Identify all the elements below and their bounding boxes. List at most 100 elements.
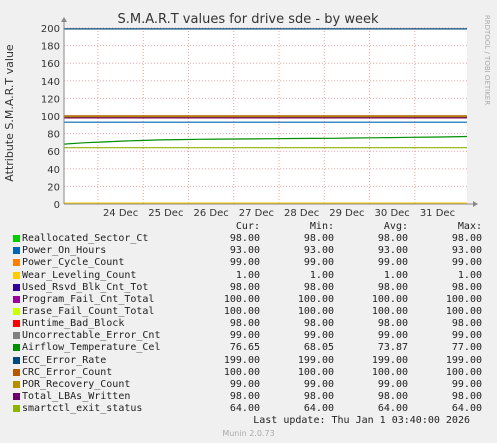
legend-header: Cur: Min: Avg: Max: bbox=[8, 221, 488, 233]
legend-series-name: Program_Fail_Cnt_Total bbox=[22, 293, 155, 305]
header-max: Max: bbox=[457, 221, 482, 232]
y-tick-label: 20 bbox=[47, 182, 60, 193]
legend-series-name: Wear_Leveling_Count bbox=[22, 269, 137, 281]
legend-max-value: 98.00 bbox=[451, 281, 482, 293]
legend-avg-value: 98.00 bbox=[377, 233, 408, 245]
legend-avg-value: 64.00 bbox=[377, 403, 408, 415]
x-tick-label: 27 Dec bbox=[239, 208, 274, 219]
y-tick-label: 160 bbox=[41, 59, 60, 70]
legend-max-value: 93.00 bbox=[451, 245, 482, 257]
legend-avg-value: 1.00 bbox=[383, 269, 408, 281]
legend-avg-value: 100.00 bbox=[371, 305, 408, 317]
legend-swatch bbox=[13, 295, 20, 303]
legend-row: Erase_Fail_Count_Total 100.00 100.00 100.00… bbox=[8, 306, 488, 318]
y-tick-label: 140 bbox=[41, 77, 60, 88]
legend-avg-value: 199.00 bbox=[371, 354, 408, 366]
legend-min-value: 98.00 bbox=[303, 390, 334, 402]
legend-cur-value: 76.65 bbox=[229, 342, 260, 354]
legend-cur-value: 99.00 bbox=[229, 257, 260, 269]
legend-min-value: 99.00 bbox=[303, 330, 334, 342]
legend-row: CRC_Error_Count 100.00 100.00 100.00 100.00 bbox=[8, 367, 488, 379]
legend-avg-value: 73.87 bbox=[377, 342, 408, 354]
legend-min-value: 99.00 bbox=[303, 378, 334, 390]
legend-min-value: 1.00 bbox=[309, 269, 334, 281]
legend-cur-value: 98.00 bbox=[229, 318, 260, 330]
y-axis-label: Attribute S.M.A.R.T value bbox=[3, 44, 16, 182]
tick-labels: 0 20 40 60 80 100 120 140 160 180 200 24 Dec 25 Dec 2… bbox=[41, 24, 455, 219]
legend-cur-value: 100.00 bbox=[223, 305, 260, 317]
legend-avg-value: 99.00 bbox=[377, 257, 408, 269]
x-tick-label: 26 Dec bbox=[193, 208, 228, 219]
legend-row: smartctl_exit_status 64.00 64.00 64.00 64.00 bbox=[8, 403, 488, 415]
legend-series-name: Erase_Fail_Count_Total bbox=[22, 305, 155, 317]
axes bbox=[61, 17, 478, 207]
munin-version: Munin 2.0.73 bbox=[222, 429, 275, 438]
legend-cur-value: 199.00 bbox=[223, 354, 260, 366]
legend-swatch bbox=[13, 368, 20, 376]
x-tick-label: 25 Dec bbox=[148, 208, 183, 219]
y-tick-label: 40 bbox=[47, 165, 60, 176]
legend-cur-value: 64.00 bbox=[229, 403, 260, 415]
series-line bbox=[63, 135, 468, 145]
y-tick-label: 200 bbox=[41, 24, 60, 35]
legend-max-value: 98.00 bbox=[451, 390, 482, 402]
legend-cur-value: 100.00 bbox=[223, 366, 260, 378]
legend-avg-value: 100.00 bbox=[371, 366, 408, 378]
series-lines bbox=[63, 28, 468, 204]
legend-row: Airflow_Temperature_Cel 76.65 68.05 73.87 77… bbox=[8, 342, 488, 354]
legend-row: POR_Recovery_Count 99.00 99.00 99.00 99.00 bbox=[8, 379, 488, 391]
legend-swatch bbox=[13, 344, 20, 352]
legend-series-name: Used_Rsvd_Blk_Cnt_Tot bbox=[22, 281, 149, 293]
legend-max-value: 99.00 bbox=[451, 378, 482, 390]
legend-swatch bbox=[13, 283, 20, 291]
legend-series-name: CRC_Error_Count bbox=[22, 366, 113, 378]
legend-max-value: 77.00 bbox=[451, 342, 482, 354]
legend-swatch bbox=[13, 271, 20, 279]
legend-max-value: 199.00 bbox=[445, 354, 482, 366]
legend-swatch bbox=[13, 247, 20, 255]
legend-row: ECC_Error_Rate 199.00 199.00 199.00 199.00 bbox=[8, 355, 488, 367]
legend-swatch bbox=[13, 307, 20, 315]
legend-series-name: POR_Recovery_Count bbox=[22, 378, 131, 390]
y-tick-label: 100 bbox=[41, 112, 60, 123]
legend-min-value: 98.00 bbox=[303, 318, 334, 330]
y-tick-label: 80 bbox=[47, 130, 60, 141]
legend-row: Total_LBAs_Written 98.00 98.00 98.00 98.00 bbox=[8, 391, 488, 403]
y-tick-label: 0 bbox=[54, 200, 60, 211]
legend-series-name: smartctl_exit_status bbox=[22, 403, 143, 415]
legend-max-value: 98.00 bbox=[451, 318, 482, 330]
header-cur: Cur: bbox=[235, 221, 260, 232]
legend-row: Power_On_Hours 93.00 93.00 93.00 93.00 bbox=[8, 245, 488, 257]
legend-series-name: Uncorrectable_Error_Cnt bbox=[22, 330, 161, 342]
legend-min-value: 100.00 bbox=[297, 366, 334, 378]
legend-max-value: 100.00 bbox=[445, 305, 482, 317]
legend-max-value: 100.00 bbox=[445, 293, 482, 305]
legend-row: Reallocated_Sector_Ct 98.00 98.00 98.00 98.0… bbox=[8, 233, 488, 245]
legend-series-name: Power_On_Hours bbox=[22, 245, 107, 257]
legend-avg-value: 100.00 bbox=[371, 293, 408, 305]
legend-min-value: 199.00 bbox=[297, 354, 334, 366]
legend-avg-value: 99.00 bbox=[377, 378, 408, 390]
legend-row: Uncorrectable_Error_Cnt 99.00 99.00 99.00 99… bbox=[8, 330, 488, 342]
legend-swatch bbox=[13, 259, 20, 267]
x-tick-label: 28 Dec bbox=[284, 208, 319, 219]
legend-swatch bbox=[13, 235, 20, 243]
legend-cur-value: 1.00 bbox=[235, 269, 260, 281]
legend-max-value: 64.00 bbox=[451, 403, 482, 415]
legend-series-name: Airflow_Temperature_Cel bbox=[22, 342, 161, 354]
legend-swatch bbox=[13, 405, 20, 413]
legend-cur-value: 100.00 bbox=[223, 293, 260, 305]
legend-min-value: 93.00 bbox=[303, 245, 334, 257]
legend-swatch bbox=[13, 320, 20, 328]
legend-max-value: 1.00 bbox=[457, 269, 482, 281]
legend-cur-value: 99.00 bbox=[229, 378, 260, 390]
y-tick-label: 180 bbox=[41, 42, 60, 53]
legend-cur-value: 98.00 bbox=[229, 233, 260, 245]
legend-cur-value: 93.00 bbox=[229, 245, 260, 257]
legend-avg-value: 99.00 bbox=[377, 330, 408, 342]
legend-cur-value: 98.00 bbox=[229, 390, 260, 402]
x-axis-arrow bbox=[473, 201, 478, 207]
legend-series-name: Total_LBAs_Written bbox=[22, 390, 131, 402]
y-tick-label: 60 bbox=[47, 147, 60, 158]
header-avg: Avg: bbox=[383, 221, 408, 232]
